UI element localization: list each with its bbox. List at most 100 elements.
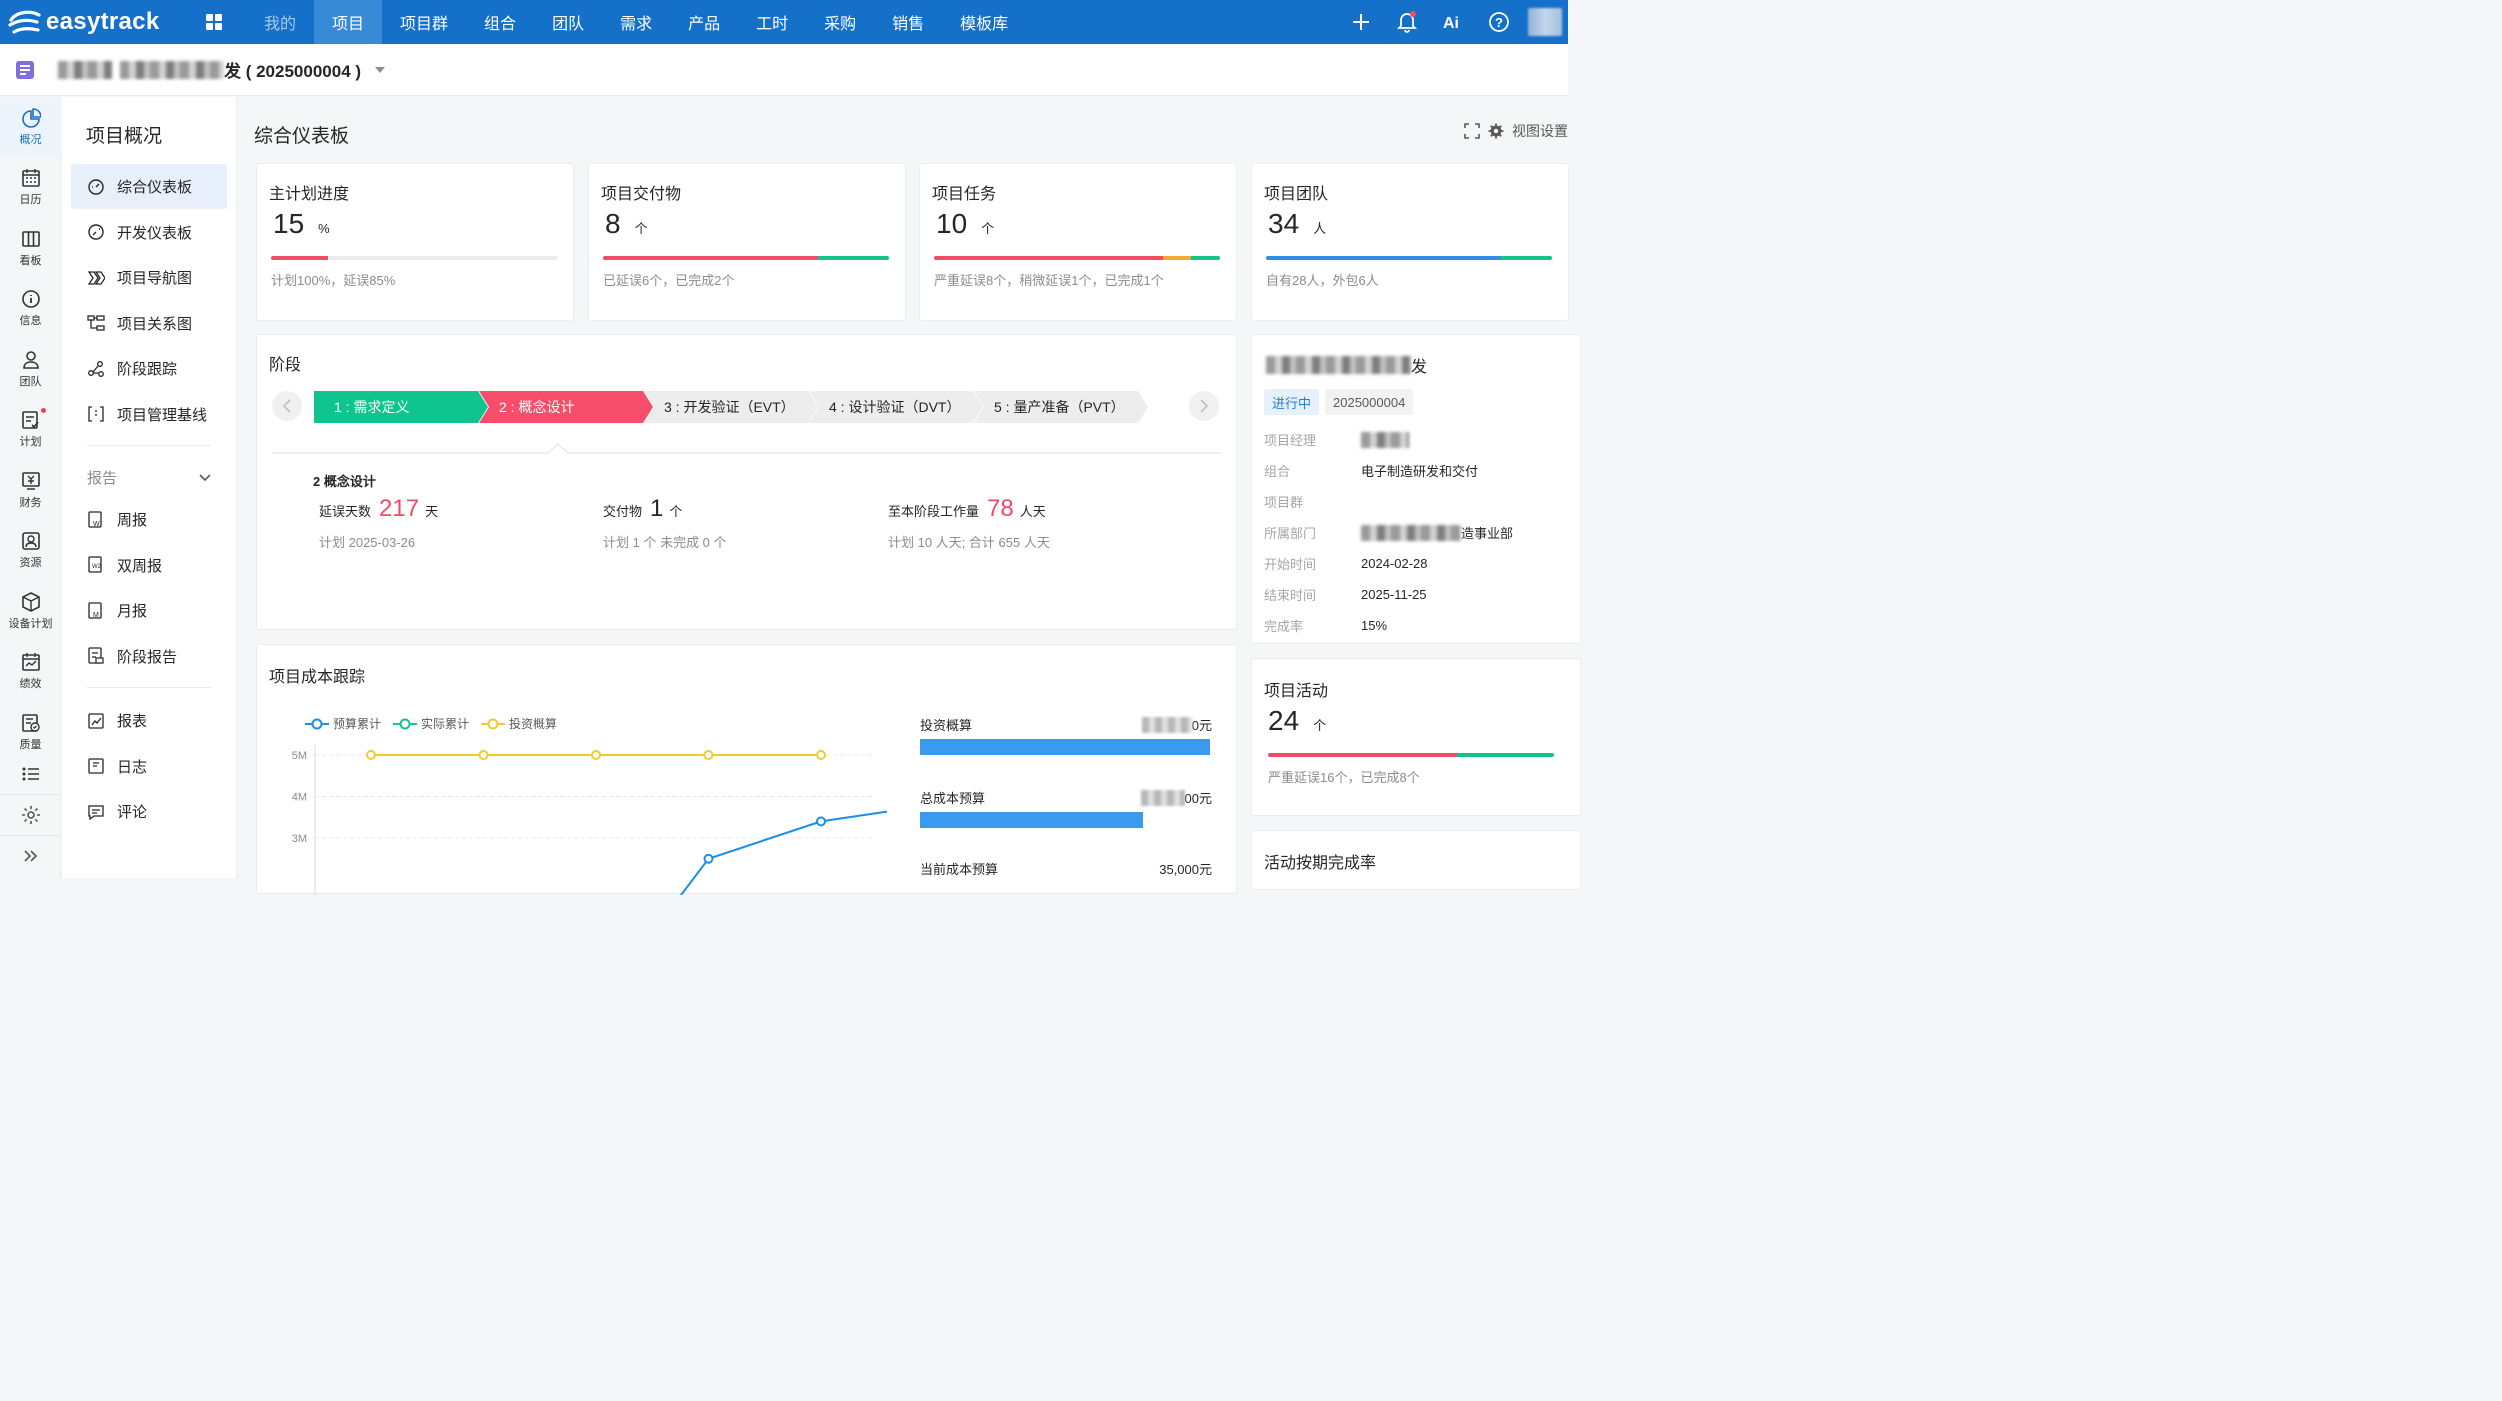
- submenu-item[interactable]: 开发仪表板: [71, 210, 227, 255]
- rail-item[interactable]: 设备计划: [0, 581, 61, 642]
- project-header: 发 ( 2025000004 ): [0, 44, 1568, 96]
- kpi-card[interactable]: 项目任务 10 个严重延误8个，稍微延误1个，已完成1个: [919, 163, 1237, 321]
- rail-item-label: 日历: [19, 194, 42, 207]
- kpi-title: 项目任务: [932, 186, 997, 203]
- rail-item[interactable]: 财务: [0, 460, 61, 521]
- legend-item[interactable]: 实际累计: [393, 715, 469, 732]
- equipment-icon: [21, 591, 40, 612]
- submenu-item[interactable]: 项目管理基线: [71, 392, 227, 437]
- settings-gear-icon[interactable]: [0, 797, 61, 835]
- submenu-item[interactable]: 阶段报告: [71, 634, 227, 679]
- ai-assistant-icon[interactable]: Ai: [1430, 0, 1476, 44]
- rail-item[interactable]: 绩效: [0, 642, 61, 703]
- stage-report-icon: [88, 647, 104, 664]
- project-dropdown-caret-icon[interactable]: [375, 66, 386, 73]
- topnav-item[interactable]: 工时: [756, 16, 789, 33]
- rail-item[interactable]: 资源: [0, 521, 61, 582]
- kpi-title: 主计划进度: [269, 186, 350, 203]
- stage-step[interactable]: 2 : 概念设计: [479, 391, 653, 423]
- page-title: 综合仪表板: [254, 126, 350, 147]
- rail-item[interactable]: 看板: [0, 218, 61, 279]
- stage-step-label: 4 : 设计验证（DVT）: [829, 399, 961, 415]
- topnav-item[interactable]: 采购: [824, 16, 857, 33]
- submenu-item[interactable]: 评论: [71, 789, 227, 834]
- topnav-item[interactable]: 组合: [484, 16, 517, 33]
- submenu-item[interactable]: 项目导航图: [71, 255, 227, 300]
- legend-item[interactable]: 投资概算: [481, 715, 557, 732]
- help-icon[interactable]: ?: [1476, 0, 1522, 44]
- add-icon[interactable]: [1338, 0, 1384, 44]
- view-settings-control[interactable]: 视图设置: [1464, 121, 1568, 141]
- baseline-icon: [88, 406, 104, 422]
- submenu-item[interactable]: W2 双周报: [71, 543, 227, 588]
- project-switcher[interactable]: 发 ( 2025000004 ): [58, 57, 386, 82]
- kpi-progress-bar: [934, 256, 1220, 260]
- data-point[interactable]: [591, 750, 601, 760]
- gear-icon[interactable]: [1488, 123, 1504, 139]
- progress-segment: [1500, 256, 1552, 260]
- activity-note: 严重延误16个，已完成8个: [1268, 770, 1420, 785]
- submenu-item[interactable]: W 周报: [71, 497, 227, 542]
- rail-item[interactable]: 概况: [0, 97, 61, 158]
- topnav-item[interactable]: 销售: [892, 16, 925, 33]
- y-tick-label: 3M: [292, 833, 307, 845]
- submenu-item[interactable]: 项目关系图: [71, 301, 227, 346]
- rail-item[interactable]: 日历: [0, 158, 61, 219]
- submenu-item[interactable]: 综合仪表板: [71, 164, 227, 209]
- submenu-item[interactable]: 报表: [71, 698, 227, 743]
- topnav-item[interactable]: 产品: [688, 16, 721, 33]
- more-icon[interactable]: [0, 764, 61, 786]
- rail-item[interactable]: 质量: [0, 702, 61, 763]
- notification-bell-icon[interactable]: [1384, 0, 1430, 44]
- data-point[interactable]: [366, 750, 376, 760]
- svg-text:W2: W2: [92, 564, 102, 570]
- data-point[interactable]: [816, 750, 826, 760]
- kpi-card[interactable]: 主计划进度 15% 计划100%，延误85%: [256, 163, 574, 321]
- data-point[interactable]: [703, 853, 714, 864]
- stage-prev-button[interactable]: [272, 391, 302, 421]
- collapse-rail-icon[interactable]: [0, 838, 61, 876]
- data-point[interactable]: [816, 816, 826, 827]
- cost-bar-value: 35,000元: [1159, 862, 1212, 877]
- topnav-item[interactable]: 项目群: [400, 16, 449, 33]
- calendar-icon: [21, 169, 40, 188]
- kpi-value: 15%: [273, 208, 330, 239]
- rail-item[interactable]: 信息: [0, 279, 61, 340]
- topnav-item[interactable]: 模板库: [960, 16, 1009, 33]
- stage-step[interactable]: 1 : 需求定义: [314, 391, 488, 423]
- series-line: [679, 810, 887, 895]
- rail-item[interactable]: 计划: [0, 400, 61, 461]
- data-point[interactable]: [478, 750, 489, 760]
- topnav-item[interactable]: 项目: [314, 0, 383, 44]
- plan-icon: [21, 411, 39, 430]
- kpi-card[interactable]: 项目交付物 8 个已延误6个，已完成2个: [588, 163, 906, 321]
- submenu-item[interactable]: 阶段跟踪: [71, 346, 227, 391]
- progress-segment: [1268, 753, 1457, 757]
- legend-item[interactable]: 预算累计: [305, 715, 381, 732]
- stage-next-button[interactable]: [1189, 391, 1219, 421]
- legend-label: 投资概算: [509, 717, 558, 731]
- fullscreen-icon[interactable]: [1464, 123, 1480, 139]
- submenu-item-label: 综合仪表板: [117, 179, 193, 196]
- kpi-card[interactable]: 项目团队 34 人自有28人，外包6人: [1251, 163, 1569, 321]
- stage-step[interactable]: 3 : 开发验证（EVT）: [644, 391, 818, 423]
- report-group-toggle[interactable]: 报告: [87, 467, 211, 488]
- info-key: 结束时间: [1264, 588, 1317, 603]
- dashboard-main: 综合仪表板 视图设置 主计划进度 15% 计划100%，延误85% 项目交付物 8 个已延…: [238, 97, 1581, 895]
- topnav-item[interactable]: 需求: [620, 16, 653, 33]
- rail-item[interactable]: 团队: [0, 339, 61, 400]
- submenu-item[interactable]: M 月报: [71, 588, 227, 633]
- stage-step[interactable]: 4 : 设计验证（DVT）: [809, 391, 983, 423]
- user-avatar[interactable]: [1522, 0, 1568, 44]
- topnav-item[interactable]: 我的: [264, 16, 297, 33]
- submenu-item[interactable]: 日志: [71, 744, 227, 789]
- svg-text:Ai: Ai: [1443, 15, 1459, 31]
- app-grid-icon[interactable]: [200, 0, 228, 44]
- completion-title: 活动按期完成率: [1264, 855, 1377, 872]
- kpi-value: 34 人: [1268, 208, 1327, 239]
- data-point[interactable]: [703, 750, 714, 760]
- stage-step[interactable]: 5 : 量产准备（PVT）: [974, 391, 1148, 423]
- app-logo[interactable]: easytrack: [0, 0, 200, 44]
- topnav-item[interactable]: 团队: [552, 16, 585, 33]
- status-badge: 进行中: [1264, 389, 1320, 415]
